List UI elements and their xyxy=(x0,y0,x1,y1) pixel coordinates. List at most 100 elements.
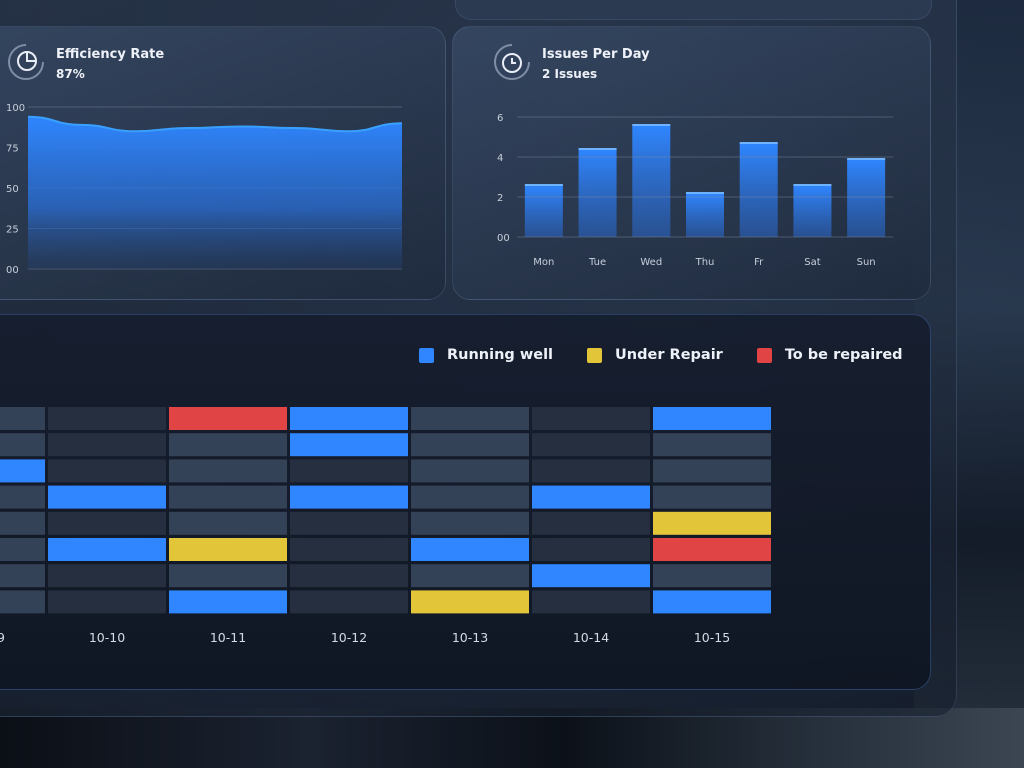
heatmap-cell xyxy=(290,485,408,509)
issues-y-tick: 6 xyxy=(497,113,503,124)
heatmap-cell xyxy=(169,590,287,614)
heatmap-cell xyxy=(290,564,408,588)
heatmap-cell xyxy=(653,459,771,483)
heatmap-cell xyxy=(0,538,45,561)
heatmap-cell xyxy=(653,433,771,457)
heatmap-cell xyxy=(411,459,529,483)
issues-x-tick: Fr xyxy=(754,257,764,268)
legend-label: Running well xyxy=(447,347,554,363)
to-repair-swatch xyxy=(756,347,772,363)
efficiency-y-tick: 75 xyxy=(6,144,19,155)
issues-bar xyxy=(524,185,563,237)
issues-bar xyxy=(847,159,886,237)
legend-repair: Under Repair xyxy=(587,347,723,363)
efficiency-title: Efficiency Rate xyxy=(56,47,165,62)
heatmap-column-label: 9 xyxy=(0,630,5,645)
heatmap-cell xyxy=(0,459,45,483)
running-swatch xyxy=(419,347,434,363)
heatmap-column-label: 10-14 xyxy=(573,630,609,645)
heatmap-cell xyxy=(290,407,408,430)
heatmap-cell xyxy=(48,538,166,561)
heatmap-cell xyxy=(532,538,650,561)
efficiency-y-tick: 100 xyxy=(6,103,25,114)
heatmap-cell xyxy=(411,511,529,535)
heatmap-cell xyxy=(653,590,771,614)
issues-y-tick: 4 xyxy=(497,153,503,164)
heatmap-cell xyxy=(0,590,45,614)
heatmap-cell xyxy=(290,511,408,535)
heatmap-cell xyxy=(48,485,166,509)
issues-title: Issues Per Day xyxy=(542,47,650,62)
efficiency-value: 87% xyxy=(56,67,85,81)
heatmap-cell xyxy=(0,511,45,535)
efficiency-y-tick: 50 xyxy=(6,184,19,195)
heatmap-cell xyxy=(653,485,771,509)
heatmap-cell xyxy=(0,564,45,588)
heatmap-column-label: 10-13 xyxy=(452,630,488,645)
heatmap-cell xyxy=(48,511,166,535)
legend-label: Under Repair xyxy=(615,347,723,363)
clock-icon xyxy=(494,44,530,80)
issues-bar xyxy=(793,185,832,237)
heatmap-cell xyxy=(411,407,529,430)
heatmap-cell xyxy=(48,407,166,430)
heatmap-cell xyxy=(653,538,771,561)
heatmap-cell xyxy=(0,485,45,509)
heatmap-cell xyxy=(0,433,45,457)
heatmap-cell xyxy=(290,459,408,483)
heatmap-cell xyxy=(0,407,45,430)
heatmap-cell xyxy=(48,590,166,614)
issues-bar-chart: Mon Tue Wed Thu Fr Sat Sun 00 2 4 6 xyxy=(497,113,893,268)
issues-x-tick: Thu xyxy=(695,257,715,268)
issues-x-tick: Sat xyxy=(804,257,820,268)
heatmap-cell xyxy=(532,511,650,535)
issues-y-tick: 2 xyxy=(497,193,503,204)
legend-running: Running well xyxy=(419,347,553,363)
issues-bar xyxy=(739,143,778,237)
heatmap-cell xyxy=(290,538,408,561)
pie-chart-icon xyxy=(8,44,44,80)
efficiency-y-tick: 25 xyxy=(6,225,19,236)
heatmap-column-label: 10-12 xyxy=(331,630,367,645)
heatmap-cell xyxy=(411,564,529,588)
heatmap-cell xyxy=(532,590,650,614)
heatmap-cell xyxy=(532,459,650,483)
heatmap-cell xyxy=(290,590,408,614)
issues-value: 2 Issues xyxy=(542,67,598,81)
heatmap-cell xyxy=(290,433,408,457)
heatmap-cell xyxy=(169,564,287,588)
issues-bar xyxy=(578,149,617,237)
heatmap-cell xyxy=(411,538,529,561)
issues-y-tick: 00 xyxy=(497,233,510,244)
issues-x-tick: Sun xyxy=(857,257,876,268)
heatmap-cell xyxy=(169,407,287,430)
efficiency-y-tick: 00 xyxy=(6,265,19,276)
heatmap-cell xyxy=(532,407,650,430)
heatmap-cell xyxy=(411,485,529,509)
heatmap-column-label: 10-11 xyxy=(210,630,246,645)
heatmap-cell xyxy=(48,564,166,588)
heatmap-cell xyxy=(532,433,650,457)
heatmap-legend: Running well Under Repair To be repaired xyxy=(419,347,937,363)
heatmap-cell xyxy=(653,407,771,430)
heatmap-cell xyxy=(532,485,650,509)
heatmap-cell xyxy=(169,538,287,561)
issues-bar xyxy=(686,193,724,237)
issues-x-tick: Wed xyxy=(640,257,662,268)
heatmap-cell xyxy=(169,459,287,483)
heatmap-column-label: 10-10 xyxy=(89,630,125,645)
heatmap-cell xyxy=(532,564,650,588)
heatmap-cell xyxy=(411,590,529,614)
heatmap-cell xyxy=(48,459,166,483)
issues-x-tick: Mon xyxy=(533,257,554,268)
efficiency-line xyxy=(27,115,403,133)
issues-bar xyxy=(632,125,671,237)
efficiency-area xyxy=(28,116,402,269)
efficiency-area-chart: 00 25 50 75 100 xyxy=(6,103,403,276)
heatmap-cell xyxy=(169,485,287,509)
heatmap-cell xyxy=(169,511,287,535)
heatmap-cell xyxy=(653,511,771,535)
repair-swatch xyxy=(587,347,603,363)
heatmap-column-label: 10-15 xyxy=(694,630,730,645)
